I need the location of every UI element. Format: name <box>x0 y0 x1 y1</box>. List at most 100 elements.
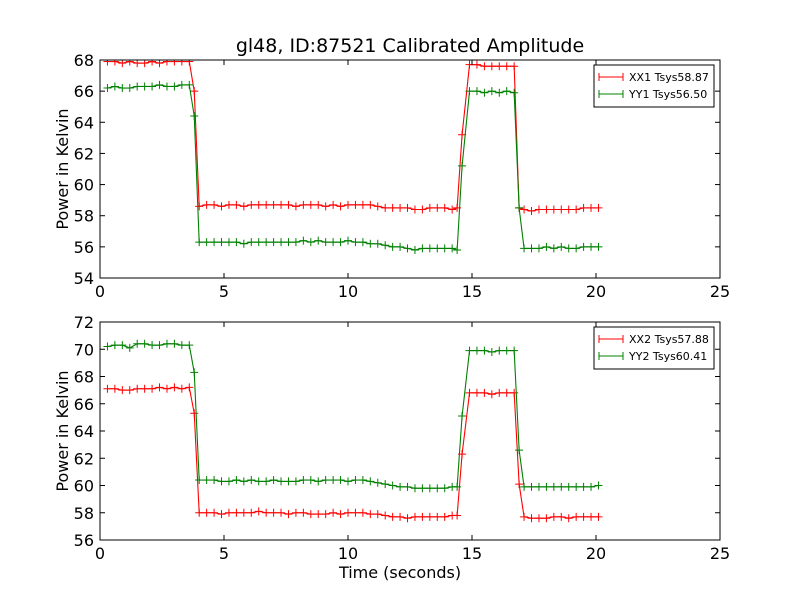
data-point <box>557 242 566 251</box>
legend-label: YY2 Tsys60.41 <box>628 350 707 363</box>
y-tick-label: 68 <box>74 51 94 70</box>
data-point <box>542 205 551 214</box>
data-point <box>140 384 149 393</box>
data-point <box>480 346 489 355</box>
data-point <box>465 87 474 96</box>
data-point <box>472 346 481 355</box>
legend-marker <box>598 90 624 98</box>
data-point <box>170 82 179 91</box>
legend-1: XX1 Tsys58.87 YY1 Tsys56.50 <box>593 64 715 108</box>
data-point <box>247 476 256 485</box>
data-point <box>487 62 496 71</box>
data-point <box>472 60 481 69</box>
data-point <box>306 510 315 519</box>
data-point <box>140 82 149 91</box>
data-point <box>458 161 467 170</box>
y-tick-label: 56 <box>74 531 94 550</box>
data-point <box>418 244 427 253</box>
data-point <box>572 512 581 521</box>
plot-area <box>103 60 603 254</box>
data-point <box>232 476 241 485</box>
data-point <box>103 60 112 66</box>
data-point <box>247 508 256 517</box>
x-tick-label: 10 <box>338 282 358 301</box>
data-point <box>381 480 390 489</box>
data-point <box>403 514 412 523</box>
data-point <box>262 200 271 209</box>
data-point <box>542 242 551 251</box>
y-axis-label: Power in Kelvin <box>53 108 72 229</box>
data-point <box>594 203 603 212</box>
data-point <box>433 484 442 493</box>
data-point <box>232 238 241 247</box>
data-point <box>195 476 204 485</box>
data-point <box>344 200 352 209</box>
data-point <box>277 200 286 209</box>
plot-area <box>103 339 603 523</box>
data-point <box>480 88 489 97</box>
data-point <box>388 512 397 521</box>
data-point <box>217 477 226 486</box>
data-point <box>557 205 566 214</box>
y-tick-label: 58 <box>74 207 94 226</box>
data-point <box>351 508 360 517</box>
data-point <box>358 476 367 485</box>
data-point <box>425 244 434 253</box>
data-point <box>403 244 412 253</box>
data-point <box>162 82 171 91</box>
data-point <box>269 476 278 485</box>
data-point <box>210 508 219 517</box>
data-point <box>458 412 467 421</box>
data-point <box>247 200 256 209</box>
data-point <box>185 60 194 66</box>
data-point <box>373 478 382 487</box>
data-point <box>299 200 308 209</box>
data-point <box>542 514 551 523</box>
data-point <box>110 341 119 350</box>
data-point <box>448 244 457 253</box>
data-point <box>133 82 142 91</box>
data-point <box>510 346 519 355</box>
data-point <box>487 390 496 399</box>
legend-marker <box>598 352 624 360</box>
data-point <box>433 203 442 212</box>
data-point <box>453 482 462 491</box>
data-point <box>148 384 157 393</box>
data-point <box>520 512 529 521</box>
data-point <box>366 477 375 486</box>
data-point <box>202 476 211 485</box>
data-point <box>262 238 271 247</box>
data-point <box>587 482 596 491</box>
data-point <box>155 80 164 89</box>
data-point <box>453 245 462 254</box>
x-tick-label: 20 <box>586 282 606 301</box>
data-point <box>396 203 405 212</box>
y-tick-label: 68 <box>74 368 94 387</box>
data-point <box>314 510 323 519</box>
data-point <box>440 203 449 212</box>
data-point <box>284 200 293 209</box>
data-point <box>177 60 186 66</box>
data-point <box>190 87 199 96</box>
data-point <box>520 482 529 491</box>
data-point <box>140 339 149 348</box>
data-point <box>217 202 226 211</box>
axes-frame-1 <box>99 59 721 279</box>
y-tick-label: 66 <box>74 82 94 101</box>
data-point <box>291 202 300 211</box>
data-point <box>366 510 375 519</box>
data-point <box>321 510 330 519</box>
data-point <box>388 481 397 490</box>
data-point <box>162 339 171 348</box>
data-point <box>170 60 179 66</box>
data-point <box>403 482 412 491</box>
data-point <box>329 476 338 485</box>
subplot-1: 0 5 10 15 20 25 54 56 58 60 62 64 66 68 Power in Kelvi… <box>53 51 730 301</box>
data-point <box>579 512 588 521</box>
data-point <box>410 205 419 214</box>
data-point <box>254 507 263 516</box>
data-point <box>515 480 524 489</box>
y-tick-label: 60 <box>74 176 94 195</box>
data-point <box>148 82 157 91</box>
